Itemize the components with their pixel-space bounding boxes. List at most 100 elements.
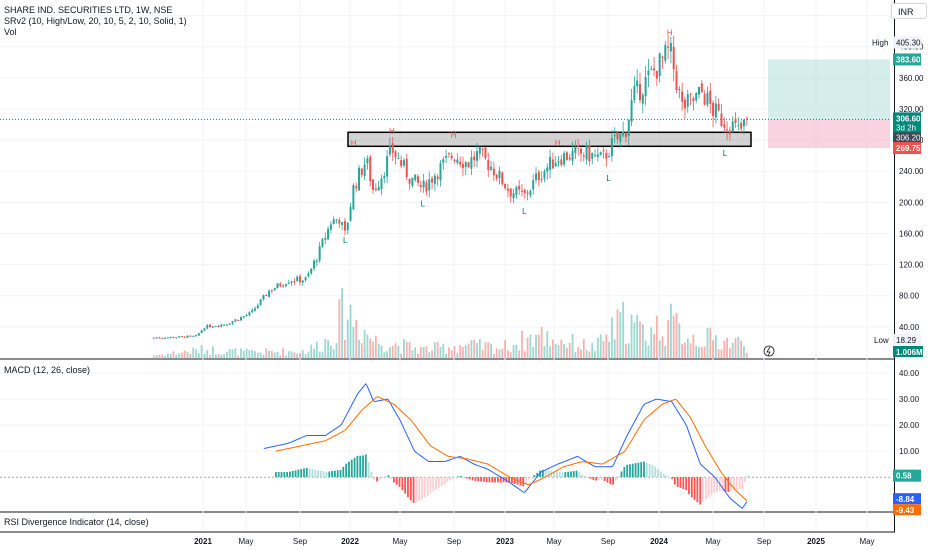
low-value-bg (893, 334, 921, 346)
time-tick-label: 2022 (341, 537, 359, 546)
macd-value: -8.84 (896, 495, 915, 504)
candle-body (726, 129, 729, 131)
volume-bar (189, 353, 192, 358)
macd-histogram-bar (412, 477, 415, 503)
volume-bar (540, 327, 543, 358)
candle-body (186, 335, 189, 338)
macd-histogram-bar (685, 477, 688, 490)
lightning-icon-glyph (766, 346, 771, 357)
volume-bar (321, 351, 324, 358)
candle-body (203, 328, 206, 331)
stop-zone (768, 119, 890, 149)
macd-title[interactable]: MACD (12, 26, close) (4, 365, 91, 375)
macd-histogram-bar (581, 474, 584, 478)
macd-histogram-bar (592, 477, 595, 481)
candle-body (678, 88, 681, 90)
volume-bar (745, 352, 748, 358)
candle-body (394, 151, 397, 158)
volume-bar (695, 345, 698, 358)
candle-body (408, 178, 411, 184)
candle-body (355, 186, 358, 189)
volume-bar (369, 338, 372, 358)
stop-price-label-bg (893, 142, 921, 155)
volume-indicator-label[interactable]: Vol (4, 27, 17, 37)
volume-bar (428, 352, 431, 358)
candle-body (504, 183, 507, 189)
volume-bar (726, 337, 729, 358)
volume-bar (251, 349, 254, 358)
candle-body (723, 124, 726, 128)
macd-histogram-bar (733, 477, 735, 491)
srv2-indicator-label[interactable]: SRv2 (10, High/Low, 20, 10, 5, 2, 10, So… (4, 16, 187, 26)
candle-body (501, 172, 504, 185)
candle-body (579, 148, 582, 154)
macd-histogram-bar (671, 477, 674, 479)
candle-body (568, 157, 571, 160)
currency-button[interactable]: INR (891, 3, 927, 19)
volume-bar (386, 351, 388, 358)
candle-body (200, 330, 203, 333)
volume-bar (509, 352, 512, 358)
candle-body (422, 180, 425, 188)
volume-bar (729, 348, 731, 358)
candle-body (290, 281, 293, 284)
volume-bar (644, 340, 647, 358)
macd-histogram-bar (373, 477, 376, 480)
candle-body (658, 53, 661, 77)
candle-body (189, 335, 192, 337)
volume-bar (560, 339, 563, 358)
candle-body (338, 220, 341, 224)
macd-histogram-bar (494, 477, 496, 483)
candle-body (737, 125, 740, 127)
volume-bar (684, 342, 686, 358)
candle-body (152, 337, 155, 339)
volume-bar (563, 344, 566, 358)
candle-body (304, 277, 307, 281)
volume-bar (408, 341, 411, 358)
volume-bar (265, 348, 268, 358)
rsi-title[interactable]: RSI Divergence Indicator (14, close) (4, 517, 149, 527)
candle-body (411, 177, 414, 187)
macd-histogram-bar (499, 477, 502, 483)
candle-body (720, 113, 723, 126)
volume-bar (681, 343, 684, 358)
candle-body (369, 157, 372, 182)
volume-bar (448, 347, 450, 358)
candle-body (692, 98, 695, 101)
volume-bar (268, 350, 270, 358)
macd-histogram-bar (547, 470, 550, 478)
candle-body (242, 316, 245, 318)
volume-bar (169, 353, 172, 358)
candle-body (622, 131, 625, 136)
candle-body (363, 164, 366, 176)
candle-body (495, 174, 498, 179)
volume-bar (214, 354, 217, 358)
volume-bar (400, 353, 403, 358)
macd-histogram-bar (477, 477, 480, 482)
candle-body (672, 46, 675, 70)
volume-bar (462, 347, 464, 358)
volume-bar (335, 343, 338, 358)
candle-body (433, 175, 436, 184)
macd-histogram-bar (331, 471, 333, 478)
candle-body (698, 86, 701, 95)
macd-histogram-bar (603, 477, 606, 481)
candle-body (602, 150, 605, 152)
volume-bar (658, 340, 661, 358)
volume-bar (521, 330, 523, 358)
macd-histogram-bar (696, 477, 699, 503)
macd-histogram-bar (693, 477, 696, 500)
candle-body (313, 260, 316, 269)
candle-body (296, 276, 299, 282)
candle-body (745, 118, 748, 120)
candle-body (613, 135, 616, 137)
volume-bar (714, 335, 717, 358)
candle-body (377, 186, 380, 191)
volume-bar (470, 340, 473, 358)
candle-body (431, 178, 434, 183)
macd-histogram-bar (727, 477, 730, 492)
volume-bar (372, 341, 374, 358)
candle-body (301, 280, 304, 283)
volume-bar (195, 349, 197, 358)
